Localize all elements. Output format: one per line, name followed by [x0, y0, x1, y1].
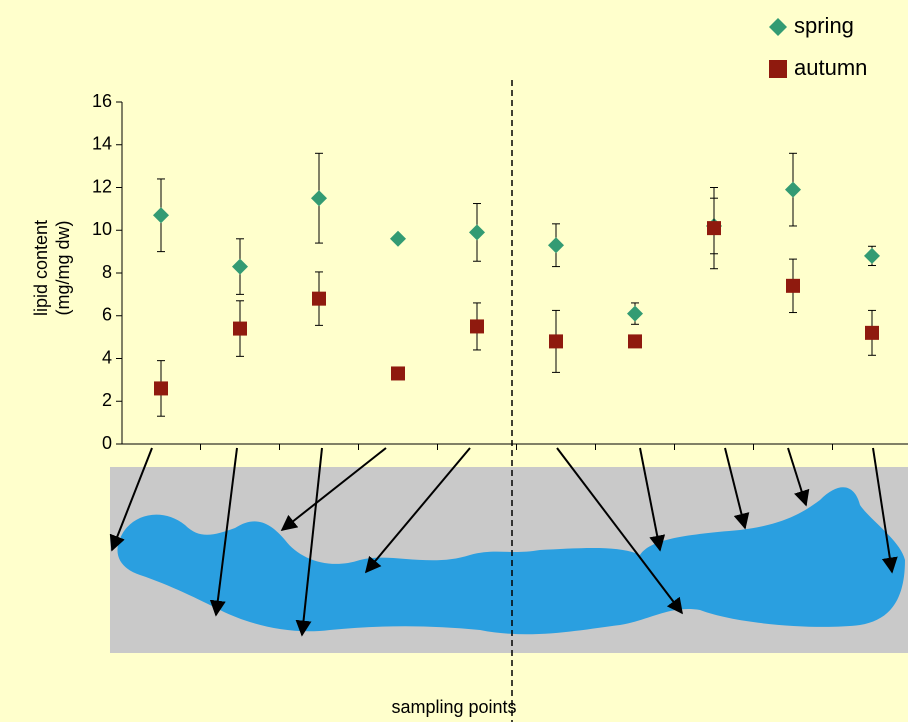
- point: [311, 190, 327, 207]
- y-tick-label: 4: [102, 347, 112, 367]
- arrow: [787, 447, 810, 507]
- y-tick-label: 14: [92, 134, 112, 154]
- y-axis-label: lipid content: [31, 220, 51, 316]
- point: [865, 325, 879, 340]
- y-tick-label: 10: [92, 219, 112, 239]
- arrow: [556, 447, 683, 615]
- x-axis-label: sampling points: [391, 697, 516, 717]
- point: [864, 247, 880, 264]
- arrow: [872, 447, 898, 574]
- legend-marker: [769, 60, 787, 78]
- y-tick-label: 8: [102, 262, 112, 282]
- point: [232, 258, 248, 275]
- point: [627, 305, 643, 322]
- y-tick-label: 6: [102, 305, 112, 325]
- point: [785, 181, 801, 198]
- y-tick-label: 2: [102, 390, 112, 410]
- point: [548, 237, 564, 254]
- point: [470, 319, 484, 334]
- point: [707, 221, 721, 236]
- point: [312, 291, 326, 306]
- arrow: [209, 447, 238, 617]
- legend-marker: [769, 18, 787, 36]
- y-axis-label: (mg/mg dw): [53, 220, 73, 315]
- y-tick-label: 16: [92, 91, 112, 111]
- y-tick-label: 12: [92, 176, 112, 196]
- arrow: [639, 447, 666, 552]
- arrow: [109, 447, 153, 552]
- point: [154, 381, 168, 396]
- y-tick-label: 0: [102, 433, 112, 453]
- arrows: [109, 447, 898, 637]
- point: [549, 334, 563, 349]
- arrow: [364, 447, 471, 574]
- arrow: [295, 447, 323, 637]
- point: [390, 230, 406, 247]
- point: [153, 207, 169, 224]
- arrow: [724, 447, 750, 530]
- point: [391, 366, 405, 381]
- legend-label: autumn: [794, 55, 867, 80]
- arrow: [280, 447, 387, 531]
- point: [628, 334, 642, 349]
- lake-image: [110, 467, 908, 653]
- point: [786, 278, 800, 293]
- point: [233, 321, 247, 336]
- legend-label: spring: [794, 13, 854, 38]
- point: [469, 224, 485, 241]
